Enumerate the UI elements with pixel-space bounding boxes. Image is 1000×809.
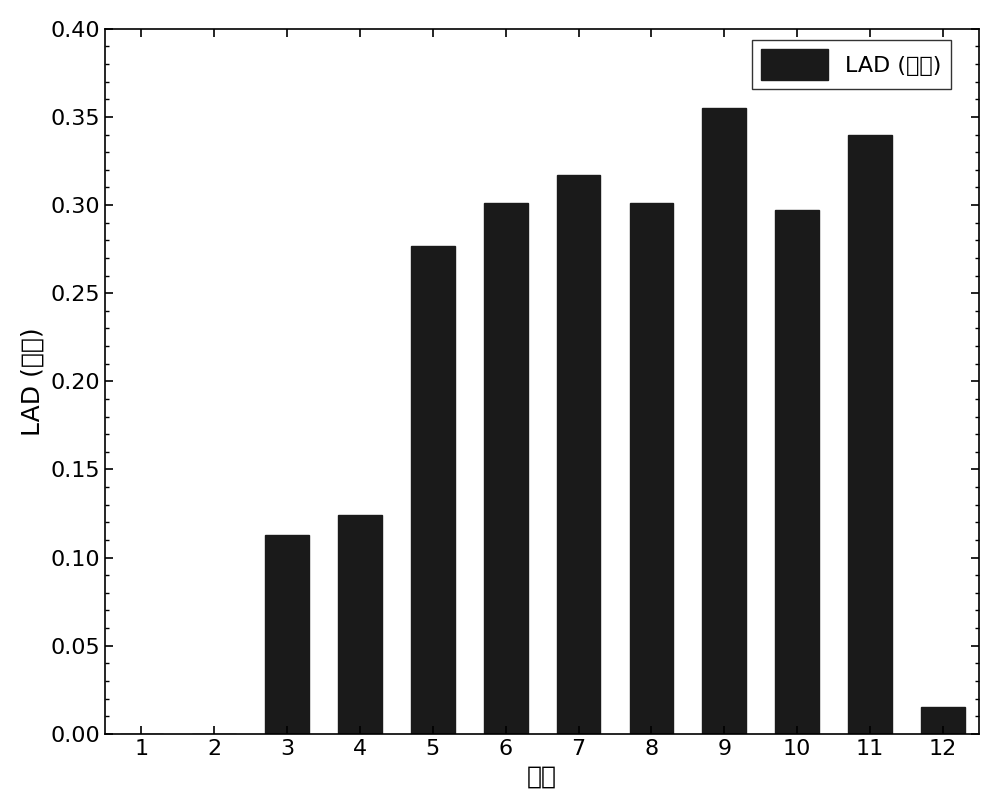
Bar bbox=[265, 535, 309, 734]
Bar bbox=[557, 175, 600, 734]
Bar bbox=[630, 203, 673, 734]
Y-axis label: LAD (果杨): LAD (果杨) bbox=[21, 327, 45, 435]
Bar bbox=[775, 210, 819, 734]
Bar bbox=[484, 203, 528, 734]
Bar bbox=[848, 134, 892, 734]
Bar bbox=[702, 108, 746, 734]
Bar bbox=[338, 515, 382, 734]
X-axis label: 月份: 月份 bbox=[527, 765, 557, 788]
Bar bbox=[411, 246, 455, 734]
Bar bbox=[921, 707, 965, 734]
Legend: LAD (果杨): LAD (果杨) bbox=[752, 40, 951, 89]
